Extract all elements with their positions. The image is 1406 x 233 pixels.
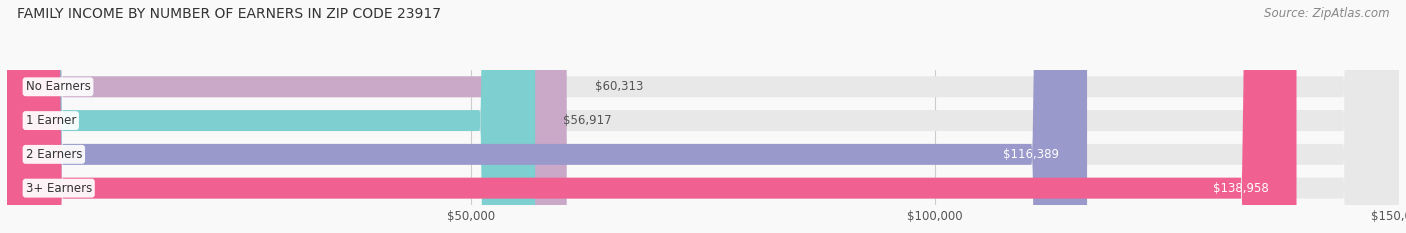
FancyBboxPatch shape	[7, 0, 1399, 233]
FancyBboxPatch shape	[7, 0, 1087, 233]
FancyBboxPatch shape	[7, 0, 1399, 233]
Text: $138,958: $138,958	[1213, 182, 1268, 195]
Text: $56,917: $56,917	[562, 114, 612, 127]
Text: 2 Earners: 2 Earners	[25, 148, 82, 161]
FancyBboxPatch shape	[7, 0, 567, 233]
Text: No Earners: No Earners	[25, 80, 90, 93]
Text: Source: ZipAtlas.com: Source: ZipAtlas.com	[1264, 7, 1389, 20]
Text: $116,389: $116,389	[1004, 148, 1059, 161]
FancyBboxPatch shape	[7, 0, 1296, 233]
Text: $60,313: $60,313	[595, 80, 643, 93]
FancyBboxPatch shape	[7, 0, 1399, 233]
Text: 3+ Earners: 3+ Earners	[25, 182, 91, 195]
FancyBboxPatch shape	[7, 0, 1399, 233]
FancyBboxPatch shape	[7, 0, 536, 233]
Text: 1 Earner: 1 Earner	[25, 114, 76, 127]
Text: FAMILY INCOME BY NUMBER OF EARNERS IN ZIP CODE 23917: FAMILY INCOME BY NUMBER OF EARNERS IN ZI…	[17, 7, 441, 21]
